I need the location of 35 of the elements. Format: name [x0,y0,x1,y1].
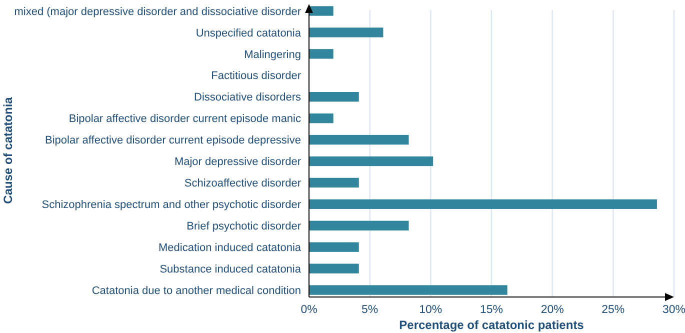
y-tick-label: Catatonia due to another medical condition [92,284,301,297]
x-tick-label: 20% [540,304,564,316]
y-tick-label: Malingering [244,48,301,61]
x-tick-label: 25% [602,304,625,316]
bar [309,199,657,209]
y-tick-label: mixed (major depressive disorder and dissociative disorder [14,6,302,18]
y-tick-label: Unspecified catatonia [196,27,302,40]
bar [309,134,409,145]
x-tick-label: 15% [480,304,504,316]
y-tick-label: Brief psychotic disorder [186,220,302,232]
y-tick-label: Bipolar affective disorder current episode depressive [45,134,301,147]
bar [309,285,508,295]
y-tick-label: Medication induced catatonia [158,242,302,254]
bar [309,264,359,274]
y-tick-label: Dissociative disorders [194,92,302,104]
bar [309,28,384,38]
x-tick-label: 30% [662,304,685,316]
y-tick-label: Bipolar affective disorder current episode manic [68,113,302,126]
bar [309,92,359,102]
bar [309,156,434,166]
x-tick-label: 0% [300,304,318,316]
y-tick-label: Substance induced catatonia [160,263,302,276]
bar [309,113,334,124]
x-axis-title: Percentage of catatonic patients [399,318,584,332]
x-tick-label: 5% [362,304,378,316]
x-tick-label: 10% [419,304,442,316]
y-tick-label: Factitious disorder [211,70,302,82]
y-tick-label: Schizoaffective disorder [184,178,302,190]
y-axis-title: Cause of catatonia [1,96,15,204]
bar [309,178,359,188]
bar [309,49,334,59]
y-tick-label: Schizophrenia spectrum and other psychotic disorder [42,199,302,212]
bar [309,242,359,252]
y-tick-label: Major depressive disorder [174,156,302,168]
bar [309,220,409,230]
